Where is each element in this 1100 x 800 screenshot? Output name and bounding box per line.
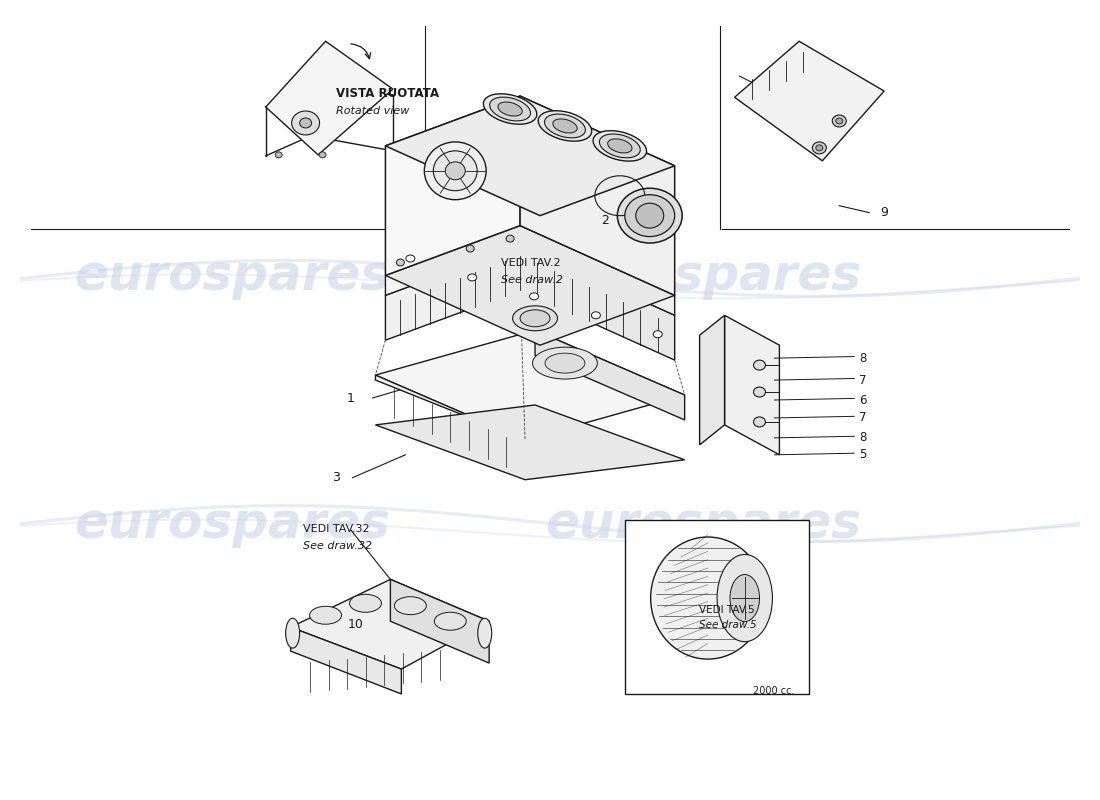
Polygon shape	[520, 246, 674, 360]
Ellipse shape	[754, 417, 766, 427]
Text: 10: 10	[348, 618, 363, 630]
Ellipse shape	[506, 235, 514, 242]
Text: VISTA RUOTATA: VISTA RUOTATA	[336, 86, 439, 99]
Ellipse shape	[433, 151, 477, 190]
Text: eurospares: eurospares	[546, 499, 861, 547]
Ellipse shape	[498, 102, 522, 116]
Ellipse shape	[299, 118, 311, 128]
Ellipse shape	[532, 347, 597, 379]
Ellipse shape	[395, 597, 427, 614]
Polygon shape	[290, 579, 490, 669]
Text: 6: 6	[859, 394, 867, 406]
Text: 9: 9	[880, 206, 888, 219]
Ellipse shape	[816, 145, 823, 151]
Text: 5: 5	[859, 448, 867, 462]
Text: 8: 8	[859, 431, 867, 444]
Text: eurospares: eurospares	[546, 253, 861, 301]
Text: 8: 8	[859, 352, 867, 365]
Ellipse shape	[520, 310, 550, 326]
Polygon shape	[375, 375, 525, 440]
Ellipse shape	[350, 594, 382, 612]
Ellipse shape	[836, 118, 843, 124]
Polygon shape	[385, 96, 674, 216]
Text: See draw.2: See draw.2	[500, 274, 562, 285]
Ellipse shape	[468, 274, 476, 281]
Ellipse shape	[717, 554, 772, 642]
Polygon shape	[375, 405, 684, 480]
Ellipse shape	[529, 293, 539, 300]
Ellipse shape	[434, 612, 466, 630]
Ellipse shape	[593, 130, 647, 161]
Ellipse shape	[636, 203, 663, 228]
Ellipse shape	[650, 537, 766, 659]
Polygon shape	[375, 330, 684, 440]
Ellipse shape	[653, 330, 662, 338]
Text: VEDI TAV.5: VEDI TAV.5	[700, 605, 755, 614]
Text: 2000 cc.: 2000 cc.	[754, 686, 794, 696]
Ellipse shape	[607, 139, 632, 153]
Ellipse shape	[466, 245, 474, 252]
Ellipse shape	[477, 618, 492, 648]
Polygon shape	[385, 226, 674, 345]
Text: 2: 2	[601, 214, 608, 227]
Ellipse shape	[617, 188, 682, 243]
Polygon shape	[735, 42, 884, 161]
Text: 7: 7	[859, 411, 867, 425]
Ellipse shape	[544, 114, 585, 138]
Ellipse shape	[600, 134, 640, 158]
Ellipse shape	[730, 574, 759, 622]
Ellipse shape	[483, 94, 537, 124]
Text: 3: 3	[331, 471, 340, 484]
Ellipse shape	[275, 152, 283, 158]
Text: Rotated view: Rotated view	[336, 106, 409, 117]
Ellipse shape	[538, 110, 592, 141]
Bar	[625, 519, 810, 694]
Ellipse shape	[292, 111, 320, 135]
Ellipse shape	[812, 142, 826, 154]
Polygon shape	[520, 96, 674, 295]
Polygon shape	[266, 42, 393, 155]
Ellipse shape	[319, 152, 326, 158]
Polygon shape	[725, 315, 780, 455]
Ellipse shape	[754, 387, 766, 397]
Ellipse shape	[513, 306, 558, 330]
Ellipse shape	[592, 312, 601, 318]
Text: 7: 7	[859, 374, 867, 386]
Polygon shape	[290, 627, 402, 694]
Polygon shape	[700, 315, 725, 445]
Ellipse shape	[625, 194, 674, 237]
Ellipse shape	[309, 606, 341, 624]
Polygon shape	[520, 226, 674, 315]
Ellipse shape	[286, 618, 299, 648]
Text: See draw.5: See draw.5	[700, 620, 757, 630]
Ellipse shape	[425, 142, 486, 200]
Text: 1: 1	[346, 391, 354, 405]
Ellipse shape	[553, 119, 578, 133]
Ellipse shape	[406, 255, 415, 262]
Text: eurospares: eurospares	[74, 499, 389, 547]
Text: VEDI TAV.32: VEDI TAV.32	[304, 524, 370, 534]
Polygon shape	[390, 579, 490, 663]
Ellipse shape	[754, 360, 766, 370]
Polygon shape	[385, 246, 520, 340]
Polygon shape	[535, 330, 684, 420]
Ellipse shape	[396, 259, 405, 266]
Ellipse shape	[833, 115, 846, 127]
Ellipse shape	[446, 162, 465, 180]
Text: eurospares: eurospares	[74, 253, 389, 301]
Ellipse shape	[544, 353, 585, 373]
Polygon shape	[385, 226, 520, 295]
Text: See draw.32: See draw.32	[304, 541, 372, 551]
Ellipse shape	[490, 97, 530, 121]
Text: VEDI TAV.2: VEDI TAV.2	[500, 258, 560, 268]
Polygon shape	[385, 96, 520, 275]
